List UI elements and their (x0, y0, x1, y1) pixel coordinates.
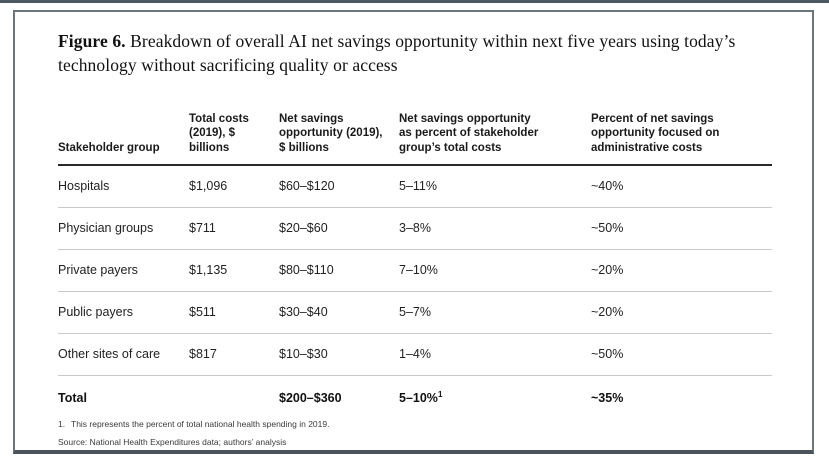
cell-net-savings: $10–$30 (279, 333, 399, 376)
footnote-1: 1. This represents the percent of total n… (58, 419, 769, 429)
savings-table: Stakeholder group Total costs (2019), $ … (58, 101, 772, 416)
table-row: Other sites of care $817 $10–$30 1–4% ~5… (58, 333, 772, 376)
figure-panel: Figure 6. Breakdown of overall AI net sa… (13, 10, 814, 454)
cell-savings-pct: 3–8% (399, 207, 591, 250)
table-row: Public payers $511 $30–$40 5–7% ~20% (58, 291, 772, 334)
header-net-savings: Net savings opportunity (2019), $ billio… (279, 101, 399, 166)
cell-savings-pct: 5–11% (399, 165, 591, 208)
cell-stakeholder: Hospitals (58, 165, 189, 208)
cell-savings-pct: 7–10% (399, 249, 591, 292)
table-row: Physician groups $711 $20–$60 3–8% ~50% (58, 207, 772, 250)
total-savings-pct-value: 5–10% (399, 391, 438, 405)
cell-net-savings: $80–$110 (279, 249, 399, 292)
cell-net-savings: $20–$60 (279, 207, 399, 250)
cell-admin-pct: ~50% (591, 207, 772, 250)
cell-stakeholder: Public payers (58, 291, 189, 334)
cell-admin-pct: ~20% (591, 291, 772, 334)
table-row: Hospitals $1,096 $60–$120 5–11% ~40% (58, 165, 772, 208)
figure-title-text: Breakdown of overall AI net savings oppo… (58, 31, 736, 75)
footnote-text: This represents the percent of total nat… (71, 419, 330, 429)
cell-savings-pct: 1–4% (399, 333, 591, 376)
cell-total-costs: $711 (189, 207, 279, 250)
cell-net-savings: $30–$40 (279, 291, 399, 334)
source-note: Source: National Health Expenditures dat… (58, 437, 287, 447)
cell-stakeholder: Private payers (58, 249, 189, 292)
cell-total-costs (189, 376, 279, 417)
cell-admin-pct: ~40% (591, 165, 772, 208)
header-total-costs: Total costs (2019), $ billions (189, 101, 279, 166)
cell-total-savings-pct: 5–10%1 (399, 376, 591, 417)
footnote-reference: 1 (437, 389, 443, 399)
header-admin-percent: Percent of net savings opportunity focus… (591, 101, 772, 166)
cell-stakeholder: Other sites of care (58, 333, 189, 376)
header-savings-percent: Net savings opportunity as percent of st… (399, 101, 591, 166)
footnote-marker: 1. (58, 419, 66, 429)
cell-admin-pct: ~50% (591, 333, 772, 376)
figure-title: Figure 6. Breakdown of overall AI net sa… (58, 29, 769, 77)
table-total-row: Total $200–$360 5–10%1 ~35% (58, 376, 772, 417)
cell-total-costs: $817 (189, 333, 279, 376)
cell-total-costs: $1,096 (189, 165, 279, 208)
cell-total-net-savings: $200–$360 (279, 391, 342, 405)
cell-total-admin-pct: ~35% (591, 391, 624, 405)
cell-net-savings: $60–$120 (279, 165, 399, 208)
table-header-row: Stakeholder group Total costs (2019), $ … (58, 101, 772, 166)
header-stakeholder-group: Stakeholder group (58, 101, 189, 166)
cell-total-costs: $1,135 (189, 249, 279, 292)
figure-label: Figure 6. (58, 31, 126, 51)
cell-admin-pct: ~20% (591, 249, 772, 292)
page-top-divider (0, 0, 829, 3)
footnotes-section: 1. This represents the percent of total n… (58, 419, 769, 447)
cell-savings-pct: 5–7% (399, 291, 591, 334)
cell-stakeholder: Physician groups (58, 207, 189, 250)
cell-total-label: Total (58, 391, 87, 405)
table-row: Private payers $1,135 $80–$110 7–10% ~20… (58, 249, 772, 292)
cell-total-costs: $511 (189, 291, 279, 334)
